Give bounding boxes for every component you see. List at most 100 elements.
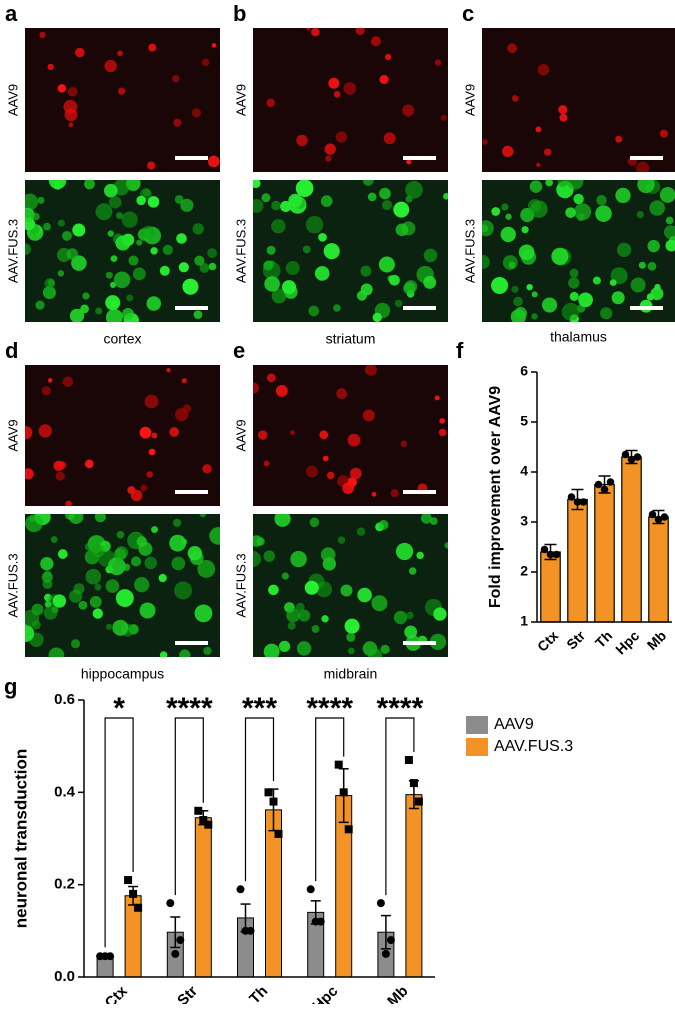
cell: [521, 226, 529, 234]
significance-label: ****: [377, 692, 424, 725]
data-point: [269, 797, 278, 806]
cell: [108, 195, 122, 209]
cell: [295, 180, 314, 198]
cell: [393, 201, 410, 218]
cell: [136, 195, 146, 206]
cell: [337, 536, 346, 544]
cell: [53, 460, 64, 472]
row-label: AAV9: [233, 419, 248, 451]
data-point: [171, 949, 180, 958]
cell: [158, 573, 167, 583]
cell: [253, 382, 259, 394]
cell: [91, 544, 105, 558]
cell: [169, 427, 179, 437]
cell: [615, 187, 631, 204]
cell: [117, 50, 123, 57]
cells: [25, 180, 217, 322]
cell: [611, 291, 625, 305]
panel-letter: b: [233, 1, 246, 26]
cell: [371, 595, 388, 612]
y-axis-title: neuronal transduction: [11, 749, 30, 928]
cell: [433, 607, 447, 621]
data-point: [339, 788, 348, 797]
cell: [43, 222, 51, 231]
data-point: [654, 515, 663, 524]
cell: [136, 239, 143, 246]
cell: [25, 243, 31, 256]
cells: [482, 43, 669, 172]
cell: [25, 624, 35, 643]
cell: [434, 59, 442, 66]
cell: [566, 180, 584, 190]
cell: [390, 489, 399, 498]
cell: [647, 239, 660, 253]
cell: [505, 213, 512, 220]
cell: [84, 459, 94, 469]
cells: [266, 28, 447, 165]
x-tick-label: Hpc: [309, 983, 341, 1004]
cell: [308, 305, 320, 317]
cell: [578, 292, 593, 308]
cell: [148, 43, 157, 52]
cell: [558, 105, 568, 115]
data-point: [633, 453, 642, 461]
cell: [305, 215, 324, 234]
data-point: [199, 816, 208, 825]
cell: [416, 551, 424, 560]
cell: [159, 265, 170, 276]
cell: [535, 126, 542, 133]
cell: [191, 108, 201, 118]
micrograph: [25, 365, 220, 506]
cell: [48, 647, 65, 657]
row-label: AAV9: [5, 84, 20, 116]
cell: [513, 296, 523, 307]
cell: [596, 195, 607, 206]
cell: [296, 134, 308, 147]
cell: [501, 203, 509, 211]
cell: [569, 268, 579, 278]
cell: [306, 465, 318, 478]
cell: [659, 187, 675, 203]
cell: [367, 648, 383, 657]
cells: [25, 514, 220, 657]
cell: [144, 394, 159, 409]
data-point: [409, 779, 418, 788]
cell: [511, 285, 519, 293]
cell: [438, 428, 447, 437]
significance-bracket: [315, 717, 345, 882]
cell: [429, 517, 438, 526]
cell: [320, 195, 333, 207]
cell: [43, 606, 58, 620]
cell: [126, 294, 134, 302]
cell: [253, 550, 262, 568]
cell: [262, 261, 281, 280]
cell: [281, 280, 297, 295]
bar: [194, 817, 212, 978]
data-point: [124, 876, 133, 885]
cell: [406, 611, 414, 620]
region-label: hippocampus: [81, 666, 164, 682]
cell: [52, 594, 67, 608]
significance-bracket: [104, 717, 134, 948]
cell: [41, 386, 51, 396]
cell: [320, 547, 336, 562]
cell: [92, 608, 103, 619]
cell: [94, 514, 106, 523]
cell: [543, 148, 552, 156]
cell: [500, 226, 516, 243]
cells: [482, 180, 675, 322]
cell: [434, 395, 440, 401]
data-point: [176, 936, 185, 945]
cell: [665, 239, 675, 252]
cell: [263, 460, 270, 467]
cell: [39, 31, 46, 38]
cell: [561, 302, 580, 321]
cell: [389, 274, 400, 286]
cell: [482, 220, 494, 237]
bar: [594, 483, 615, 623]
cell: [192, 223, 204, 235]
cell: [208, 262, 217, 271]
cell: [372, 312, 382, 322]
cell: [280, 200, 292, 213]
